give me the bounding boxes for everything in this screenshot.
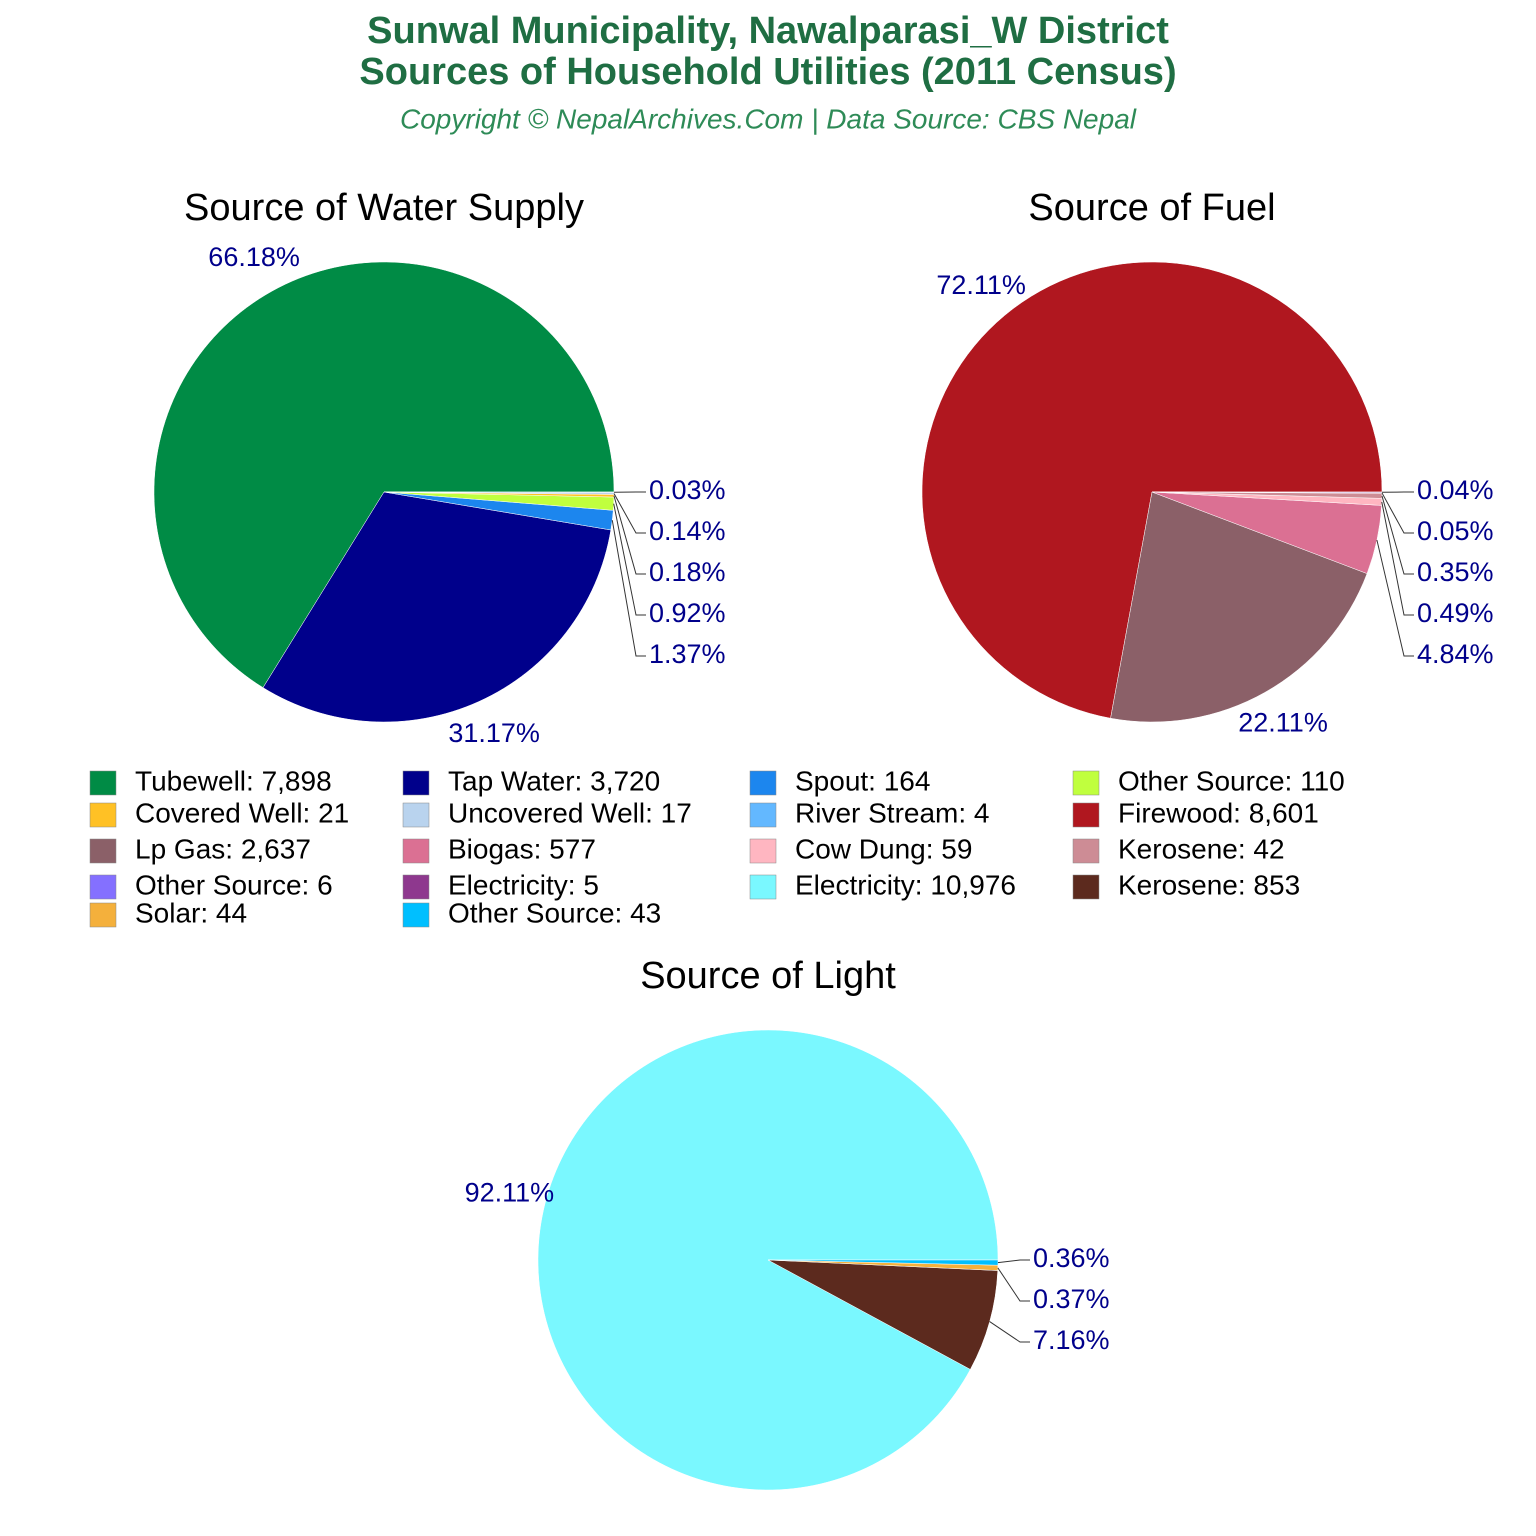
legend-label: Kerosene: 853 (1118, 869, 1300, 900)
value-label: 1.37% (649, 639, 726, 669)
pie-slice (921, 261, 1383, 719)
value-label: 72.11% (936, 270, 1026, 300)
pie-title: Source of Fuel (1028, 187, 1275, 229)
pie-slice (767, 1259, 999, 1370)
value-label: 0.37% (1033, 1284, 1110, 1314)
legend-label: Tubewell: 7,898 (135, 765, 332, 796)
value-label: 0.03% (649, 475, 726, 505)
legend-swatch (1072, 770, 1100, 796)
legend-swatch (402, 874, 430, 900)
legend-swatch (749, 838, 777, 864)
legend-label: Cow Dung: 59 (795, 833, 972, 864)
leader-line (997, 1267, 1030, 1302)
legend-swatch (402, 902, 430, 928)
chart-title: Sources of Household Utilities (2011 Cen… (359, 51, 1176, 93)
value-label: 0.36% (1033, 1243, 1110, 1273)
leader-line (1381, 501, 1414, 616)
legend-label: Biogas: 577 (448, 833, 596, 864)
value-label: 7.16% (1033, 1325, 1110, 1355)
legend-label: Other Source: 6 (135, 869, 333, 900)
legend-label: Solar: 44 (135, 897, 247, 928)
leader-line (1381, 492, 1414, 534)
legend-swatch (1072, 802, 1100, 828)
value-label: 0.14% (649, 516, 726, 546)
legend-label: Uncovered Well: 17 (448, 797, 692, 828)
value-label: 66.18% (208, 242, 300, 272)
legend-label: Covered Well: 21 (135, 797, 349, 828)
legend-label: Electricity: 10,976 (795, 869, 1016, 900)
legend-label: Other Source: 110 (1118, 765, 1345, 796)
value-label: 0.04% (1417, 475, 1494, 505)
leader-line (613, 503, 646, 616)
legend-label: Spout: 164 (795, 765, 930, 796)
legend-label: Electricity: 5 (448, 869, 599, 900)
pie-slice (262, 491, 612, 723)
legend-swatch (89, 902, 117, 928)
legend-label: Tap Water: 3,720 (448, 765, 660, 796)
leader-line (613, 495, 646, 575)
legend-label: Kerosene: 42 (1118, 833, 1285, 864)
value-label: 31.17% (448, 718, 540, 748)
legend-swatch (402, 770, 430, 796)
pie-title: Source of Water Supply (184, 187, 584, 229)
leader-line (611, 520, 646, 657)
leader-line (613, 493, 646, 534)
chart-title: Sunwal Municipality, Nawalparasi_W Distr… (367, 10, 1169, 52)
leader-line (989, 1321, 1030, 1343)
pie-slice (153, 261, 615, 688)
value-label: 4.84% (1417, 639, 1494, 669)
legend-swatch (89, 874, 117, 900)
value-label: 22.11% (1238, 708, 1328, 738)
legend-swatch (749, 874, 777, 900)
pie-slice (767, 1259, 999, 1266)
legend-swatch (89, 838, 117, 864)
legend-swatch (1072, 838, 1100, 864)
leader-line (997, 1259, 1030, 1264)
legend-label: Other Source: 43 (448, 897, 661, 928)
pie-title: Source of Light (640, 955, 896, 997)
value-label: 0.05% (1417, 516, 1494, 546)
leader-line (1381, 495, 1414, 575)
legend-label: River Stream: 4 (795, 797, 990, 828)
legend-label: Lp Gas: 2,637 (135, 833, 311, 864)
legend-swatch (402, 802, 430, 828)
legend-swatch (89, 770, 117, 796)
legend-swatch (402, 838, 430, 864)
value-label: 0.92% (649, 598, 726, 628)
value-label: 0.35% (1417, 557, 1494, 587)
value-label: 0.49% (1417, 598, 1494, 628)
leader-line (1376, 539, 1414, 657)
chart-subtitle: Copyright © NepalArchives.Com | Data Sou… (400, 103, 1137, 134)
legend-swatch (89, 802, 117, 828)
legend-swatch (749, 802, 777, 828)
value-label: 0.18% (649, 557, 726, 587)
value-label: 92.11% (465, 1178, 555, 1208)
legend-swatch (749, 770, 777, 796)
legend-label: Firewood: 8,601 (1118, 797, 1319, 828)
legend-swatch (1072, 874, 1100, 900)
